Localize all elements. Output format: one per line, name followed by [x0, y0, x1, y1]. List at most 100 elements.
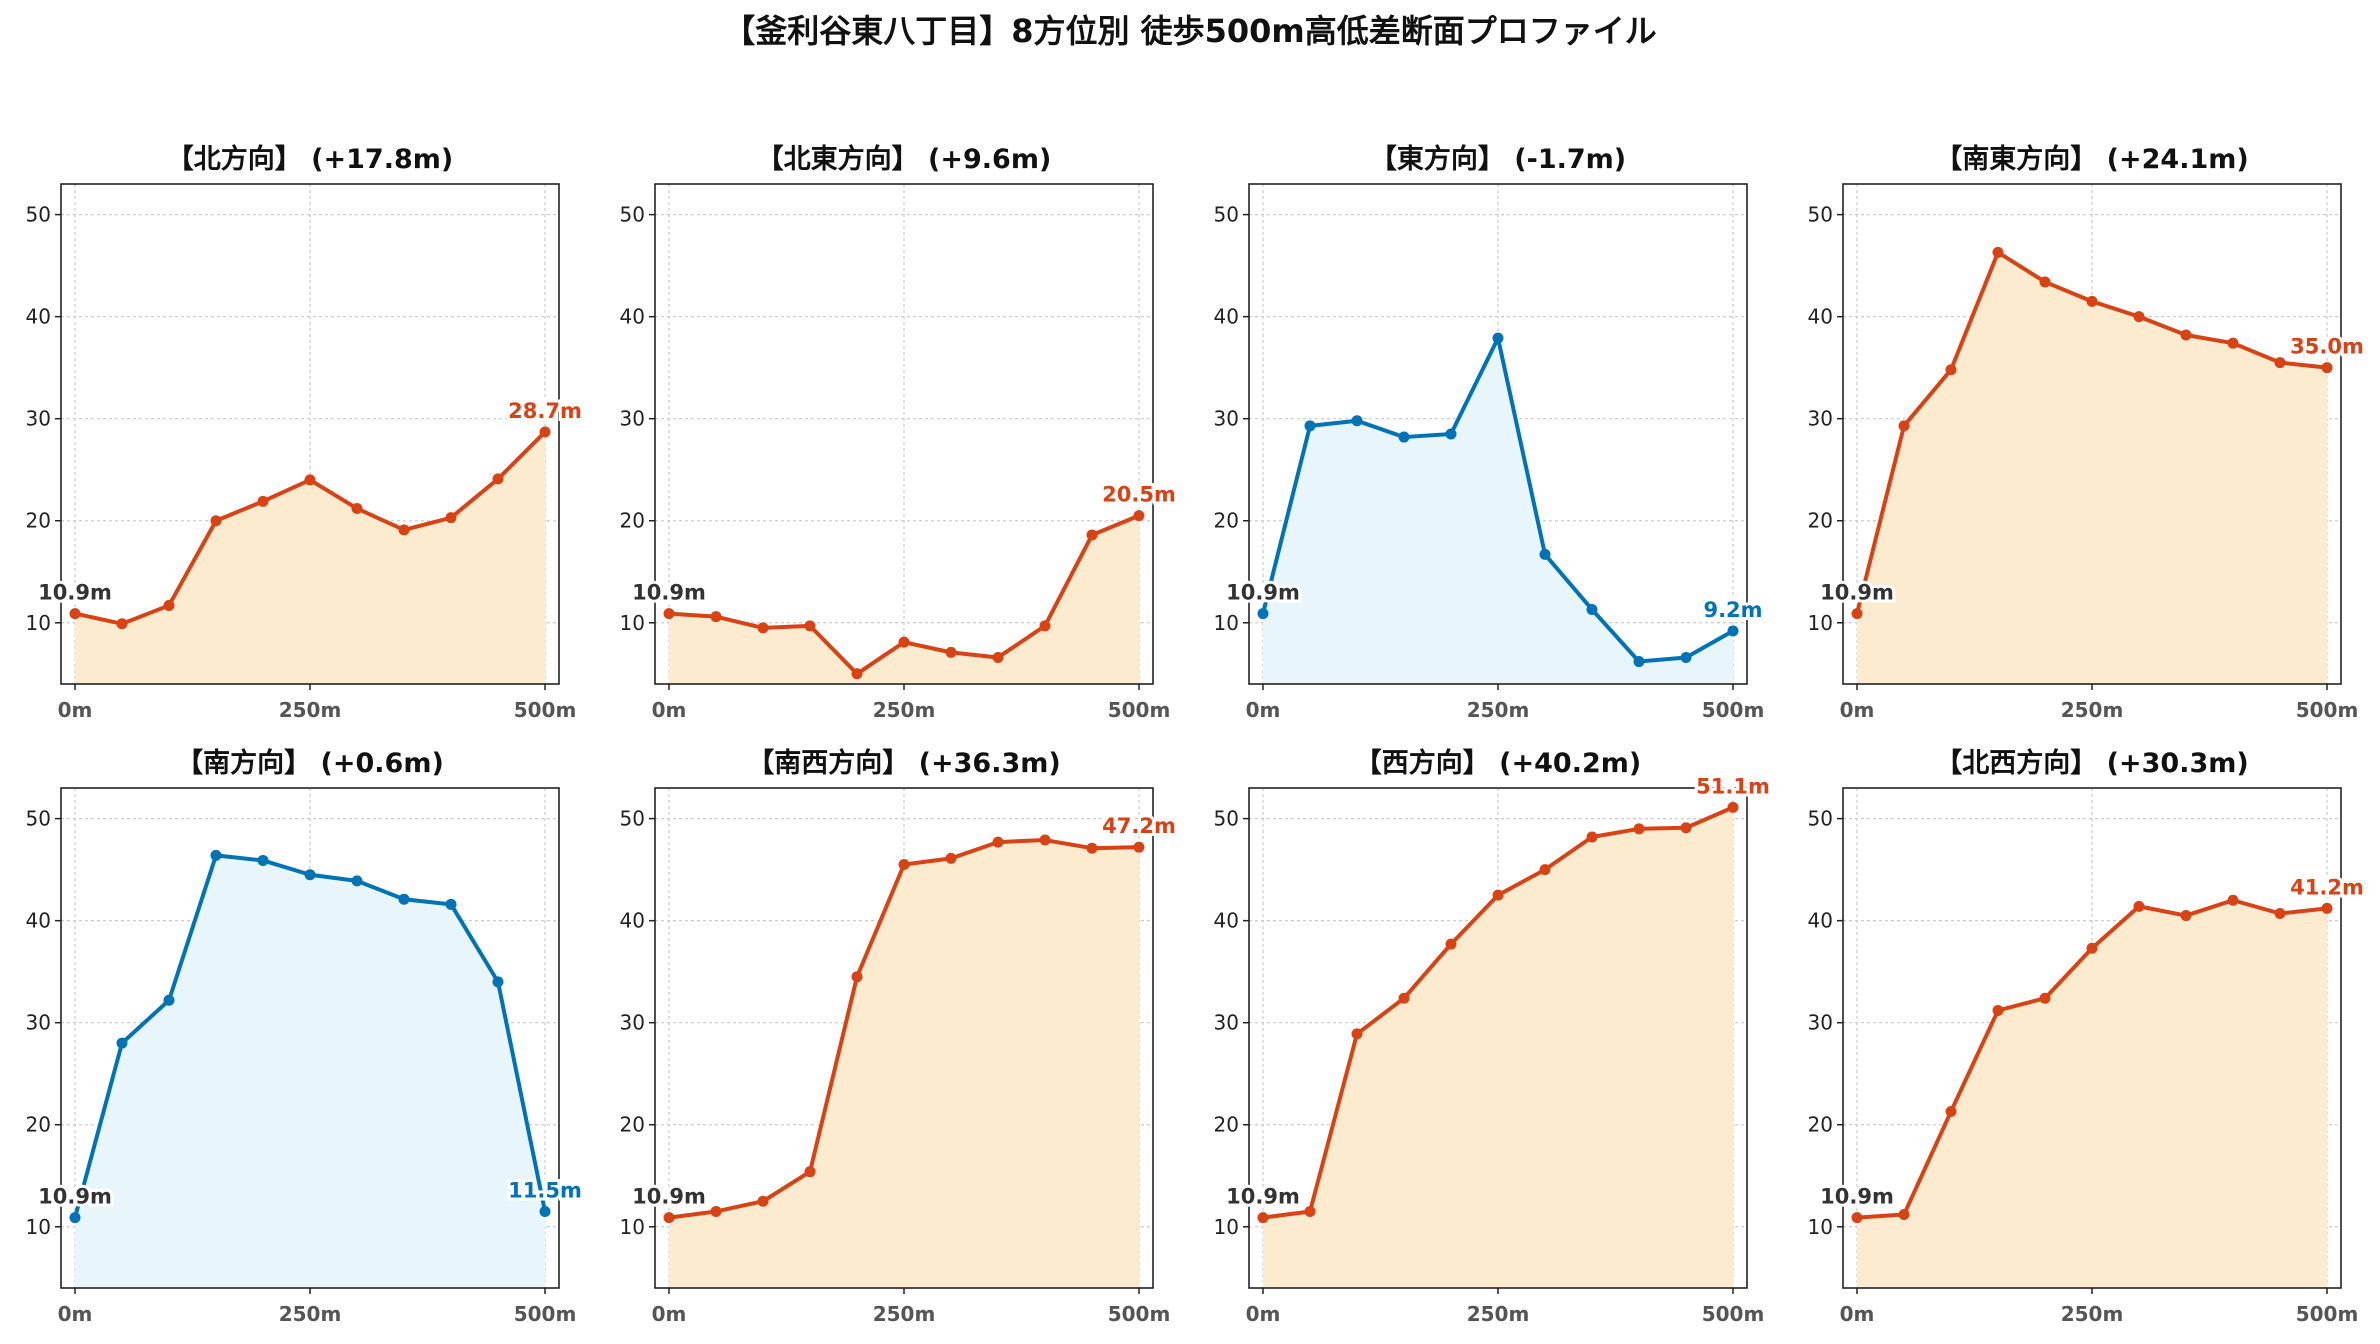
area-fill — [1263, 338, 1733, 684]
data-point — [1304, 420, 1316, 432]
y-tick-label: 40 — [1808, 305, 1833, 329]
data-point — [1039, 834, 1051, 846]
y-tick-label: 10 — [26, 611, 51, 635]
x-tick-label: 500m — [514, 1302, 577, 1326]
y-tick-label: 10 — [1214, 611, 1239, 635]
x-tick-label: 0m — [58, 698, 93, 722]
start-value-label: 10.9m — [1820, 1185, 1894, 1209]
area-fill — [669, 840, 1139, 1288]
data-point — [1992, 1004, 2004, 1016]
y-tick-label: 20 — [1214, 1113, 1239, 1137]
end-value-label: 20.5m — [1102, 483, 1176, 507]
start-value-label: 10.9m — [1226, 581, 1300, 605]
data-point — [1727, 625, 1739, 637]
data-point — [2227, 894, 2239, 906]
data-point — [1133, 841, 1145, 853]
y-tick-label: 50 — [26, 203, 51, 227]
y-tick-label: 30 — [1808, 1011, 1833, 1035]
data-point — [1586, 831, 1598, 843]
y-tick-label: 10 — [1214, 1215, 1239, 1239]
start-value-label: 10.9m — [1820, 581, 1894, 605]
x-tick-label: 250m — [1467, 1302, 1530, 1326]
data-point — [1945, 364, 1957, 376]
panel-title: 【南方向】 (+0.6m) — [176, 747, 444, 779]
data-point — [663, 1212, 675, 1224]
data-point — [992, 836, 1004, 848]
data-point — [257, 854, 269, 866]
x-tick-label: 500m — [1108, 698, 1171, 722]
y-tick-label: 20 — [26, 509, 51, 533]
data-point — [2133, 900, 2145, 912]
data-point — [757, 1195, 769, 1207]
x-tick-label: 250m — [2061, 1302, 2124, 1326]
y-tick-label: 30 — [620, 407, 645, 431]
y-tick-label: 10 — [1808, 1215, 1833, 1239]
data-point — [539, 426, 551, 438]
y-tick-label: 10 — [1808, 611, 1833, 635]
start-value-label: 10.9m — [632, 1185, 706, 1209]
panel-title: 【東方向】 (-1.7m) — [1370, 143, 1626, 175]
data-point — [2274, 908, 2286, 920]
data-point — [1680, 822, 1692, 834]
data-point — [398, 524, 410, 536]
data-point — [2227, 337, 2239, 349]
data-point — [2274, 357, 2286, 369]
data-point — [898, 636, 910, 648]
x-tick-label: 500m — [2296, 1302, 2359, 1326]
data-point — [1445, 938, 1457, 950]
y-tick-label: 50 — [1214, 807, 1239, 831]
y-tick-label: 40 — [1214, 305, 1239, 329]
data-point — [1586, 604, 1598, 616]
end-value-label: 35.0m — [2290, 335, 2364, 359]
data-point — [1304, 1205, 1316, 1217]
data-point — [2039, 992, 2051, 1004]
x-tick-label: 250m — [2061, 698, 2124, 722]
x-tick-label: 250m — [279, 1302, 342, 1326]
data-point — [116, 618, 128, 630]
x-tick-label: 500m — [2296, 698, 2359, 722]
y-tick-label: 20 — [620, 1113, 645, 1137]
panel-title: 【北方向】 (+17.8m) — [167, 143, 453, 175]
data-point — [945, 852, 957, 864]
data-point — [1492, 889, 1504, 901]
y-tick-label: 10 — [620, 1215, 645, 1239]
y-tick-label: 30 — [620, 1011, 645, 1035]
data-point — [710, 1205, 722, 1217]
data-point — [1398, 431, 1410, 443]
data-point — [1898, 1209, 1910, 1221]
end-value-label: 28.7m — [508, 399, 582, 423]
data-point — [992, 651, 1004, 663]
data-point — [1727, 801, 1739, 813]
data-point — [710, 611, 722, 623]
data-point — [163, 599, 175, 611]
data-point — [2180, 329, 2192, 341]
y-tick-label: 40 — [620, 909, 645, 933]
data-point — [851, 668, 863, 680]
x-tick-label: 0m — [652, 698, 687, 722]
y-tick-label: 50 — [1808, 203, 1833, 227]
data-point — [210, 515, 222, 527]
y-tick-label: 40 — [1808, 909, 1833, 933]
y-tick-label: 20 — [1808, 1113, 1833, 1137]
data-point — [69, 1212, 81, 1224]
data-point — [757, 622, 769, 634]
y-tick-label: 10 — [620, 611, 645, 635]
area-fill — [1857, 900, 2327, 1288]
y-tick-label: 30 — [1214, 407, 1239, 431]
y-tick-label: 30 — [1214, 1011, 1239, 1035]
y-tick-label: 30 — [26, 1011, 51, 1035]
start-value-label: 10.9m — [1226, 1185, 1300, 1209]
y-tick-label: 30 — [26, 407, 51, 431]
end-value-label: 51.1m — [1696, 774, 1770, 798]
data-point — [1898, 420, 1910, 432]
data-point — [2180, 910, 2192, 922]
data-point — [304, 474, 316, 486]
